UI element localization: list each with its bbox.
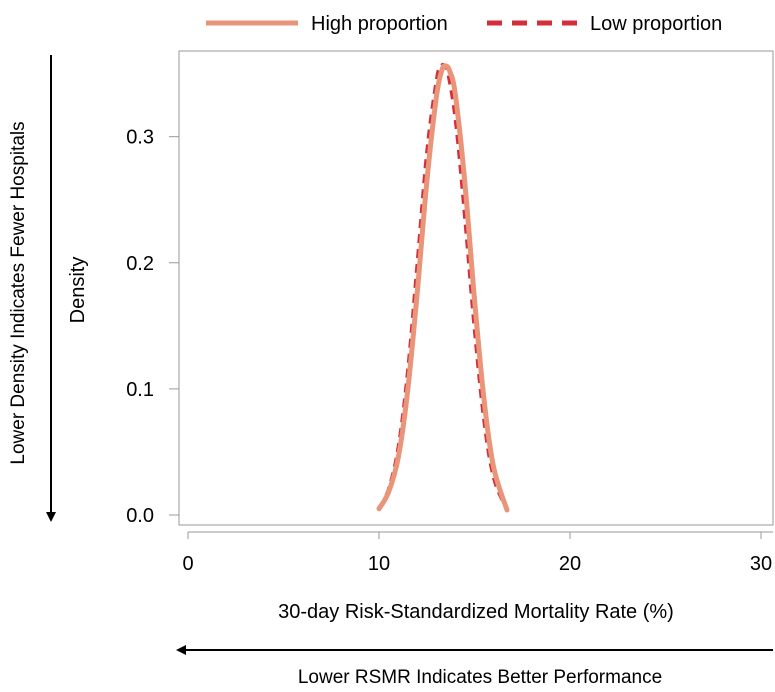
y-tick-label: 0.1 [126,379,154,401]
x-axis-title: 30-day Risk-Standardized Mortality Rate … [278,601,674,623]
y-tick-label: 0.0 [126,505,154,527]
series-layer [376,62,510,513]
x-tick-label: 20 [559,553,581,575]
x-axis: 0 10 20 30 [182,531,773,575]
series-line-high-proportion [376,63,510,513]
rsmr-annotation-label: Lower RSMR Indicates Better Performance [298,667,662,687]
legend-label-low-proportion: Low proportion [590,13,722,35]
x-tick-label: 10 [368,553,390,575]
y-tick-label: 0.2 [126,253,154,275]
y-axis: 0.0 0.1 0.2 0.3 [126,127,179,527]
plot-frame [178,50,774,526]
x-tick-label: 30 [750,553,772,575]
x-tick-label: 0 [182,553,193,575]
y-axis-title: Density [67,257,89,324]
y-tick-label: 0.3 [126,127,154,149]
legend-label-high-proportion: High proportion [311,13,448,35]
density-annotation-label: Lower Density Indicates Fewer Hospitals [8,121,29,464]
legend: High proportion Low proportion [206,13,722,35]
